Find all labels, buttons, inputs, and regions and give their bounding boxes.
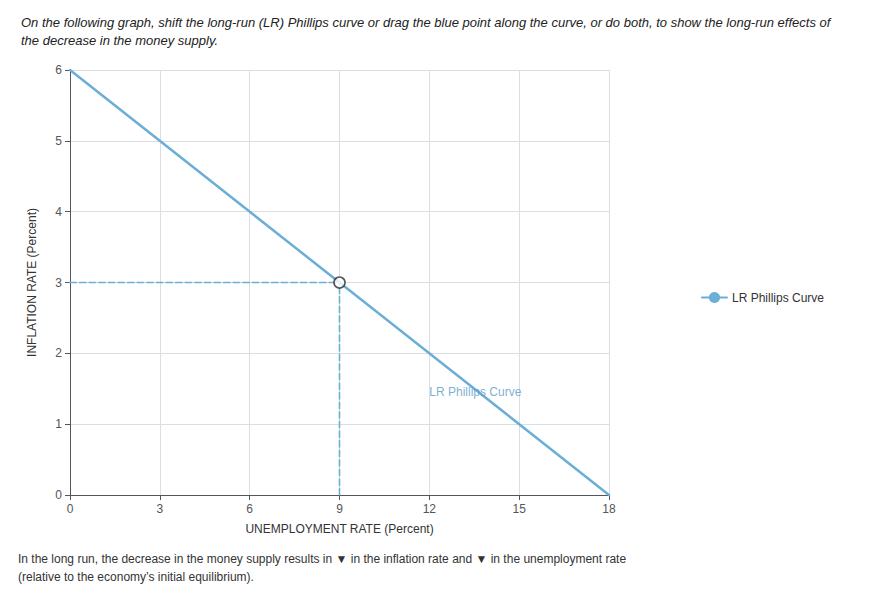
svg-text:1: 1: [55, 417, 62, 431]
svg-text:4: 4: [55, 205, 62, 219]
svg-text:6: 6: [246, 502, 253, 516]
svg-text:UNEMPLOYMENT RATE (Percent): UNEMPLOYMENT RATE (Percent): [245, 522, 433, 536]
svg-text:6: 6: [55, 63, 62, 77]
svg-text:9: 9: [336, 502, 343, 516]
svg-text:3: 3: [55, 276, 62, 290]
svg-text:2: 2: [55, 346, 62, 360]
svg-text:15: 15: [512, 502, 526, 516]
svg-text:12: 12: [423, 502, 437, 516]
svg-text:(relative to the economy’s ini: (relative to the economy’s initial equil…: [18, 570, 254, 584]
svg-text:0: 0: [55, 488, 62, 502]
svg-text:0: 0: [67, 502, 74, 516]
svg-text:18: 18: [602, 502, 616, 516]
svg-text:In the long run, the decrease: In the long run, the decrease in the mon…: [18, 552, 626, 566]
svg-text:INFLATION RATE (Percent): INFLATION RATE (Percent): [25, 208, 39, 357]
svg-text:the decrease in the money supp: the decrease in the money supply.: [21, 33, 218, 48]
svg-text:5: 5: [55, 134, 62, 148]
svg-text:3: 3: [156, 502, 163, 516]
svg-text:LR Phillips Curve: LR Phillips Curve: [429, 385, 521, 399]
svg-text:On the following graph, shift: On the following graph, shift the long-r…: [21, 15, 834, 30]
svg-text:LR Phillips Curve: LR Phillips Curve: [732, 291, 824, 305]
